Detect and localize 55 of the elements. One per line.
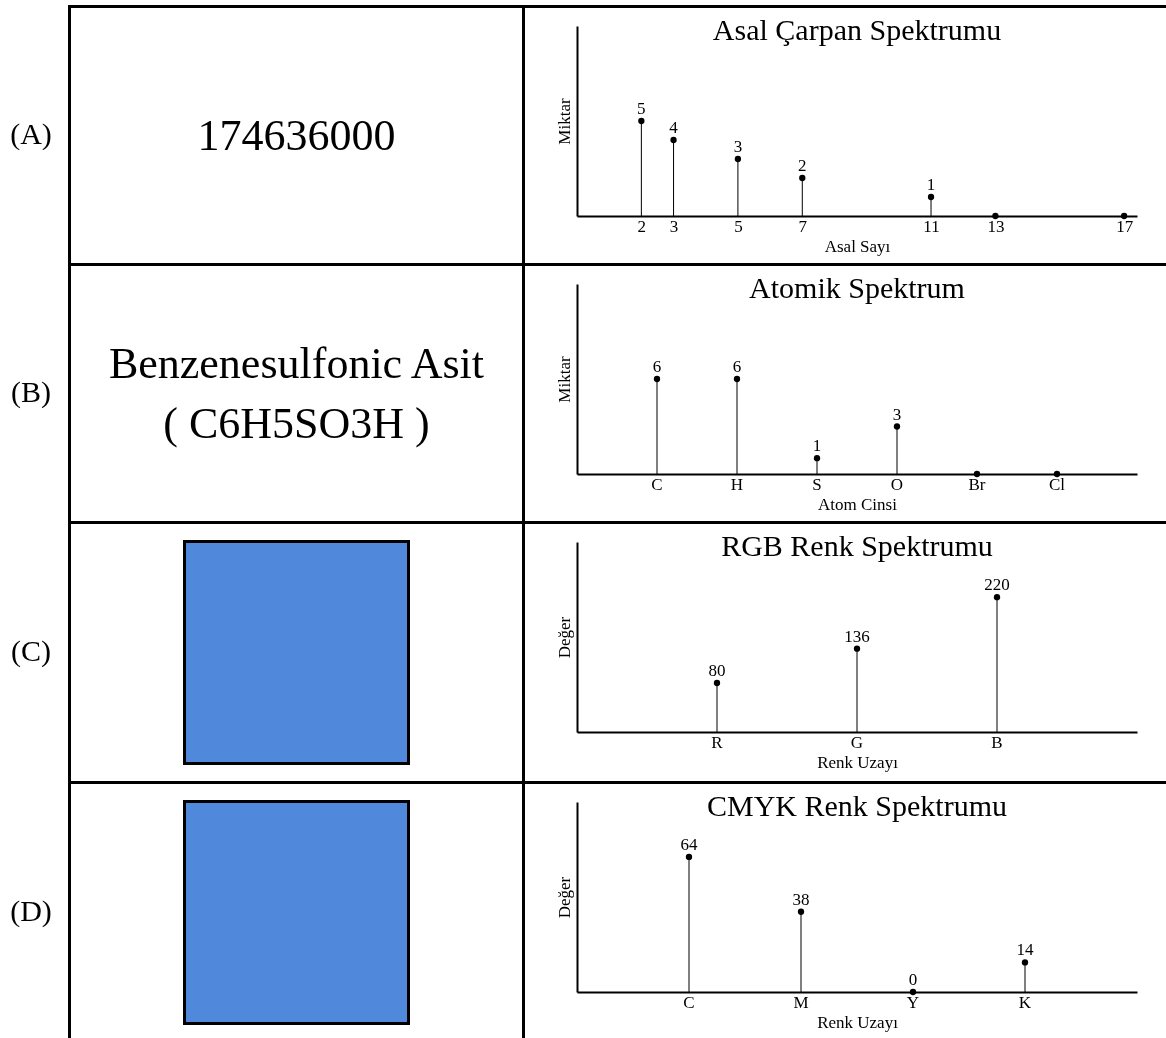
data-label: 0 [908,970,918,989]
x-tick-label: 11 [923,216,940,236]
data-label: 80 [708,660,726,680]
x-tick-label: 7 [798,216,808,236]
x-tick-label: Cl [1048,474,1066,494]
x-tick-label: 3 [669,216,679,236]
data-label: 136 [844,626,870,646]
y-axis-title: Miktar [554,356,574,403]
data-label: 14 [1016,940,1034,960]
text: Benzenesulfonic Asit [108,338,485,391]
data-label: 1 [812,436,822,456]
x-tick-label: R [711,732,724,752]
x-tick-label: Y [906,992,920,1012]
x-tick-label: 2 [637,216,647,236]
data-label: 4 [669,118,679,137]
x-tick-label: M [793,992,809,1012]
text: ( C6H5SO3H ) [163,397,430,450]
data-label: 6 [732,357,742,376]
data-label: 2 [798,156,807,175]
x-tick-label: K [1018,992,1032,1012]
x-tick-label: H [730,474,744,494]
chart-title: RGB Renk Spektrumu [721,529,993,562]
chart-title: Asal Çarpan Spektrumu [712,13,1002,46]
data-label: 220 [984,575,1010,595]
y-axis-title: Değer [554,876,574,919]
y-axis-title: Değer [554,616,574,659]
x-axis-title: Renk Uzayı [817,1012,899,1032]
x-tick-label: O [890,474,904,494]
x-tick-label: S [812,474,822,494]
text: (C) [10,633,52,669]
data-label: 3 [892,404,902,424]
text: 174636000 [197,109,396,162]
data-label: 6 [652,357,662,376]
chart-title: CMYK Renk Spektrumu [707,789,1007,822]
x-axis-title: Renk Uzayı [817,752,899,772]
chart-title: Atomik Spektrum [749,271,965,304]
data-label: 64 [680,834,698,854]
x-tick-label: C [683,992,695,1012]
x-tick-label: 17 [1116,216,1134,236]
x-axis-title: Atom Cinsi [818,494,898,514]
x-axis-title: Asal Sayı [824,236,891,256]
text: (D) [9,893,53,929]
x-tick-label: C [651,474,663,494]
x-tick-label: 13 [987,216,1005,236]
text: (B) [10,374,52,410]
data-label: 3 [733,137,743,156]
y-axis-title: Miktar [554,98,574,145]
data-label: 1 [926,175,936,194]
data-label: 38 [792,889,810,909]
data-label: 5 [637,99,646,118]
x-tick-label: Br [968,474,986,494]
text: (A) [9,116,53,152]
x-tick-label: G [850,732,864,752]
x-tick-label: B [991,732,1003,752]
x-tick-label: 5 [734,216,743,236]
